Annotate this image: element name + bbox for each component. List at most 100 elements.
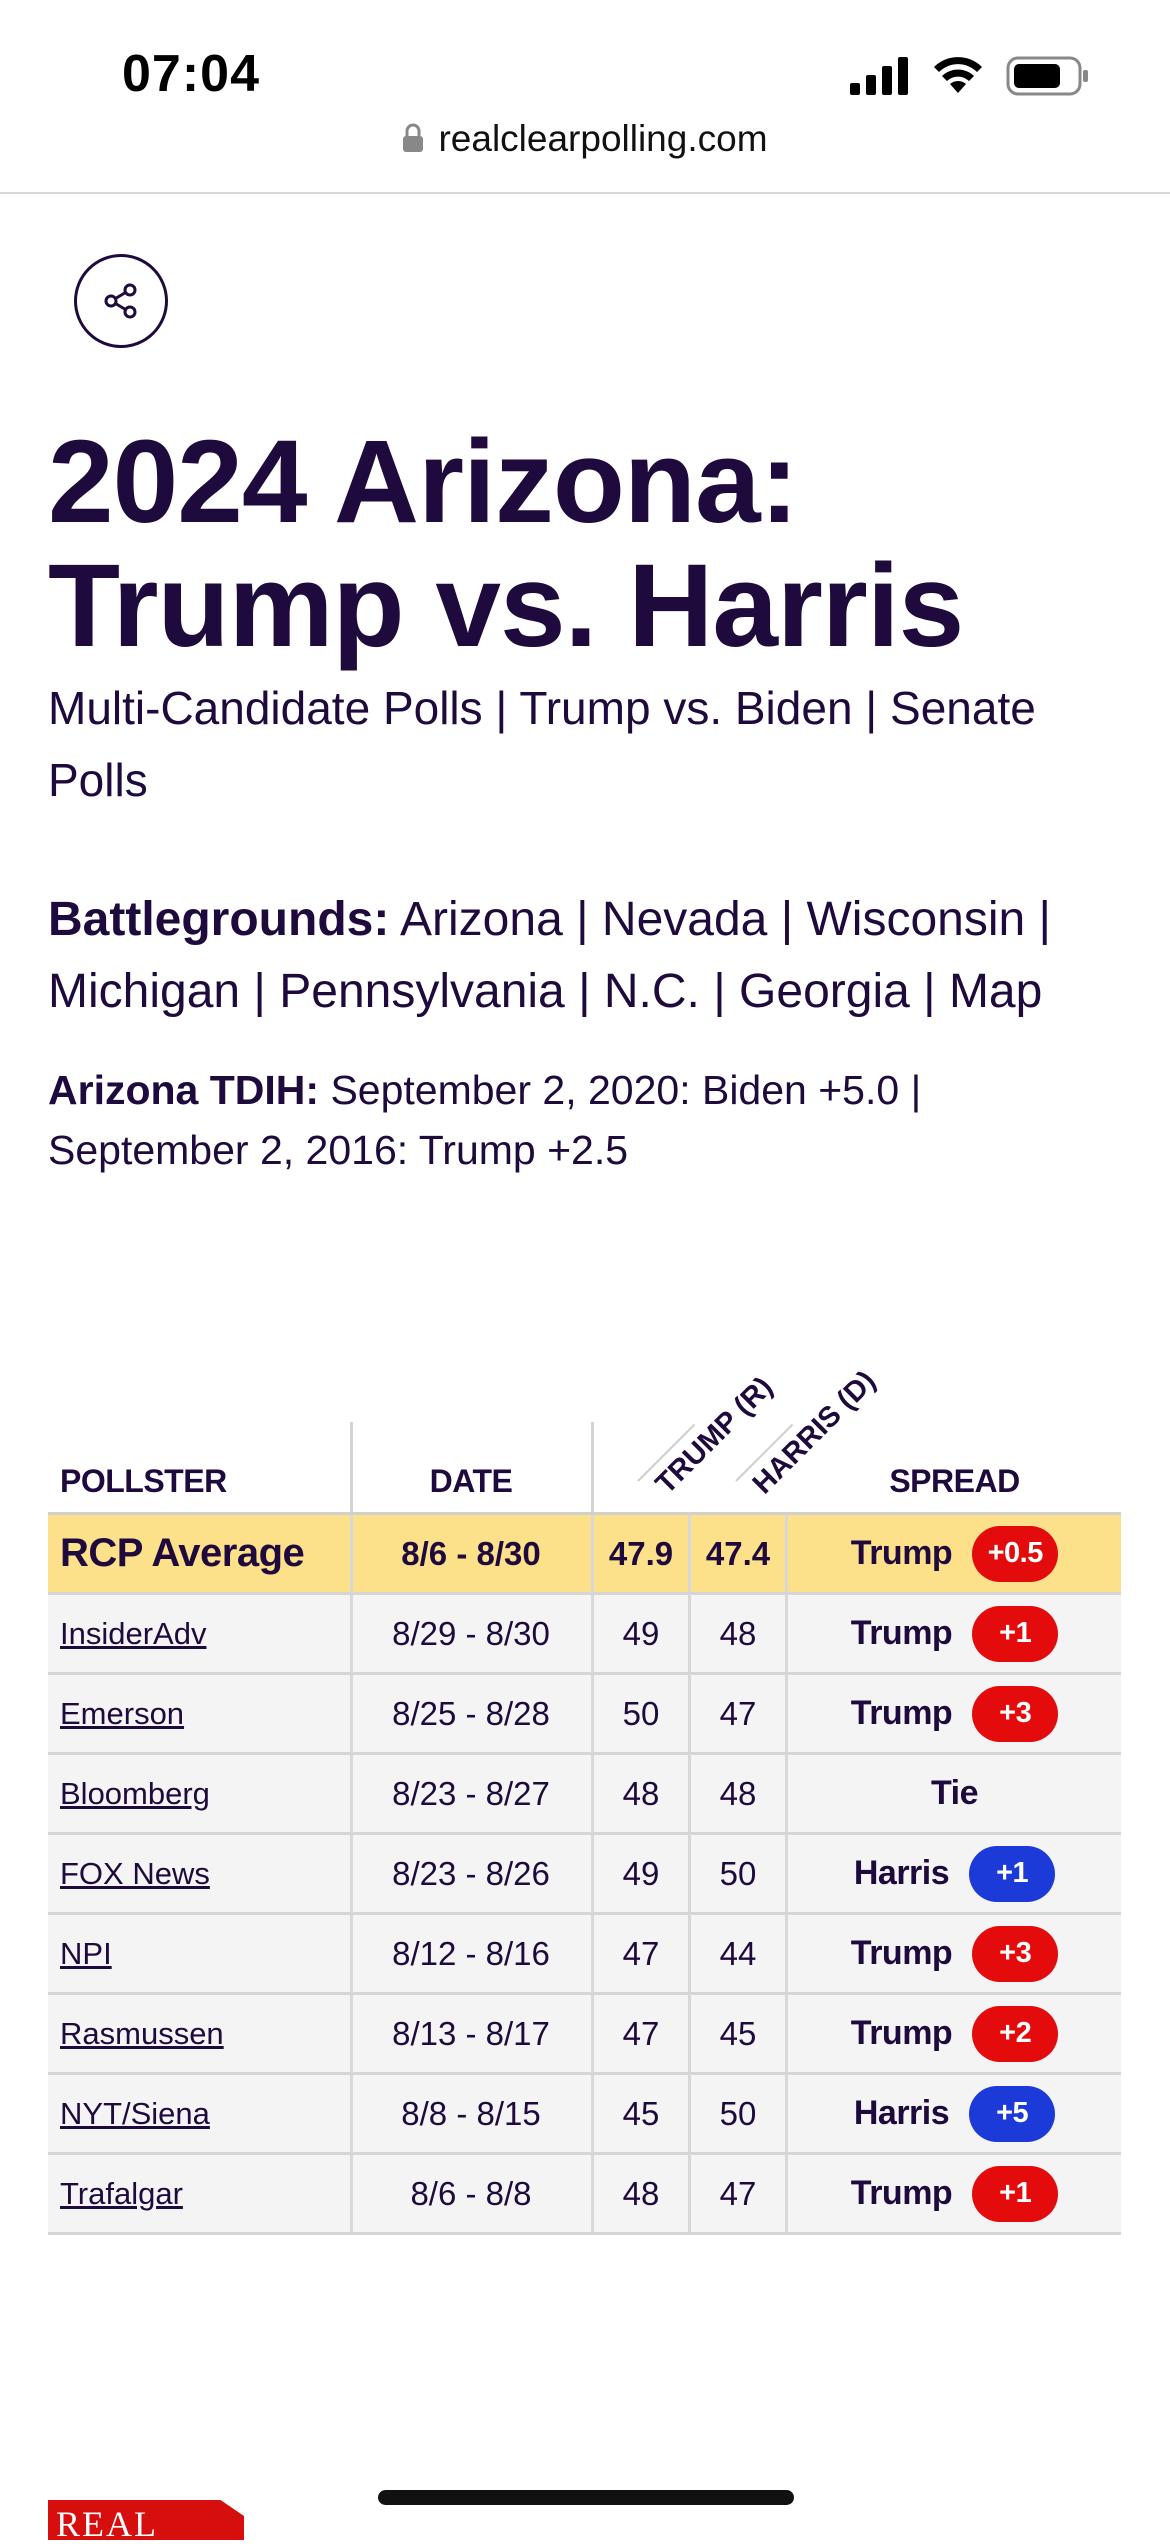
- spread-leader: Harris: [853, 1854, 950, 1892]
- spread-leader: Harris: [853, 2094, 950, 2132]
- table-row: NYT/Siena 8/8 - 8/15 45 50 Harris +5: [48, 2075, 1121, 2155]
- column-divider: [785, 2155, 788, 2232]
- column-divider: [591, 1675, 594, 1752]
- spread-leader: Trump: [850, 2174, 953, 2212]
- related-polls-links: Multi-Candidate Polls | Trump vs. Biden …: [48, 682, 1036, 806]
- date-cell: 8/8 - 8/15: [401, 2094, 541, 2132]
- link-michigan[interactable]: Michigan: [48, 965, 241, 1018]
- pollster-cell: Emerson: [60, 1675, 184, 1752]
- table-body: RCP Average 8/6 - 8/30 47.9 47.4 Trump +0.5 In…: [48, 1515, 1121, 2235]
- pollster-link[interactable]: Bloomberg: [60, 1775, 210, 1811]
- column-divider: [350, 1835, 353, 1912]
- column-divider: [785, 1995, 788, 2072]
- date-cell: 8/13 - 8/17: [392, 2014, 550, 2052]
- date-cell: 8/6 - 8/30: [401, 1534, 541, 1572]
- date-cell: 8/6 - 8/8: [410, 2174, 532, 2212]
- link-trump-vs-biden[interactable]: Trump vs. Biden: [519, 682, 853, 734]
- column-divider: [591, 1515, 594, 1592]
- spread-cell: Trump +2: [788, 1995, 1121, 2072]
- column-divider: [350, 1755, 353, 1832]
- link-arizona[interactable]: Arizona: [400, 893, 563, 946]
- column-divider: [785, 1515, 788, 1592]
- spread-cell: Harris +5: [788, 2075, 1121, 2152]
- share-button[interactable]: [74, 254, 168, 348]
- harris-value: 47: [719, 2174, 757, 2212]
- spread-badge: +5: [969, 2085, 1056, 2142]
- link-pennsylvania[interactable]: Pennsylvania: [279, 965, 565, 1018]
- link-georgia[interactable]: Georgia: [739, 965, 910, 1018]
- header-date[interactable]: DATE: [429, 1463, 513, 1499]
- spread-cell: Trump +3: [788, 1915, 1121, 1992]
- url-text: realclearpolling.com: [438, 118, 768, 159]
- rcp-logo[interactable]: REAL: [48, 2500, 244, 2540]
- column-divider: [688, 1755, 691, 1832]
- spread-badge: +1: [972, 1605, 1059, 1662]
- pollster-link[interactable]: Rasmussen: [60, 2015, 224, 2051]
- pollster-link[interactable]: Trafalgar: [60, 2175, 183, 2211]
- polls-table: POLLSTER DATE TRUMP (R) HARRIS (D) SPREA…: [48, 1365, 1121, 2235]
- column-divider: [688, 1595, 691, 1672]
- title-line-1: 2024 Arizona:: [48, 416, 799, 548]
- column-divider: [688, 1915, 691, 1992]
- pollster-link[interactable]: FOX News: [60, 1855, 210, 1891]
- battlegrounds-label: Battlegrounds:: [48, 893, 390, 946]
- rcp-average-row: RCP Average 8/6 - 8/30 47.9 47.4 Trump +0.5: [48, 1515, 1121, 1595]
- spread-leader: Tie: [930, 1774, 979, 1812]
- spread-badge: +2: [972, 2005, 1059, 2062]
- trump-value: 47.9: [608, 1534, 674, 1572]
- harris-value: 48: [719, 1614, 757, 1652]
- column-divider: [688, 1835, 691, 1912]
- column-divider: [350, 1915, 353, 1992]
- pollster-link[interactable]: NPI: [60, 1935, 112, 1971]
- trump-value: 50: [622, 1694, 660, 1732]
- header-divider: [350, 1422, 353, 1512]
- link-multi-candidate[interactable]: Multi-Candidate Polls: [48, 682, 483, 734]
- address-bar[interactable]: realclearpolling.com: [0, 118, 1170, 162]
- header-divider: [591, 1422, 594, 1512]
- trump-value: 48: [622, 1774, 660, 1812]
- spread-badge: +1: [972, 2165, 1059, 2222]
- trump-value: 48: [622, 2174, 660, 2212]
- pollster-cell: Bloomberg: [60, 1755, 210, 1832]
- pollster-name: RCP Average: [60, 1531, 305, 1575]
- column-divider: [350, 1675, 353, 1752]
- spread-cell: Trump +1: [788, 1595, 1121, 1672]
- table-row: FOX News 8/23 - 8/26 49 50 Harris +1: [48, 1835, 1121, 1915]
- column-divider: [591, 1595, 594, 1672]
- column-divider: [591, 1755, 594, 1832]
- link-nc[interactable]: N.C.: [603, 965, 700, 1018]
- pollster-link[interactable]: Emerson: [60, 1695, 185, 1731]
- link-wisconsin[interactable]: Wisconsin: [806, 893, 1026, 946]
- column-divider: [785, 1675, 788, 1752]
- spread-cell: Trump +0.5: [788, 1515, 1121, 1592]
- share-icon: [104, 283, 137, 319]
- table-row: NPI 8/12 - 8/16 47 44 Trump +3: [48, 1915, 1121, 1995]
- tdih-2020[interactable]: September 2, 2020: Biden +5.0: [330, 1067, 900, 1113]
- header-pollster[interactable]: POLLSTER: [60, 1463, 227, 1499]
- header-spread[interactable]: SPREAD: [889, 1463, 1020, 1499]
- tdih-2016[interactable]: September 2, 2016: Trump +2.5: [48, 1127, 629, 1173]
- column-divider: [688, 1995, 691, 2072]
- pollster-link[interactable]: NYT/Siena: [60, 2095, 210, 2131]
- spread-leader: Trump: [850, 1694, 953, 1732]
- spread-cell: Harris +1: [788, 1835, 1121, 1912]
- home-indicator: [378, 2490, 794, 2505]
- pollster-link[interactable]: InsiderAdv: [60, 1615, 207, 1651]
- spread-badge: +3: [972, 1925, 1059, 1982]
- pollster-cell: FOX News: [60, 1835, 210, 1912]
- harris-value: 44: [719, 1934, 757, 1972]
- link-senate-polls[interactable]: Senate Polls: [48, 682, 1036, 806]
- spread-badge: +1: [969, 1845, 1056, 1902]
- battery-icon: [1006, 56, 1088, 96]
- link-nevada[interactable]: Nevada: [601, 893, 768, 946]
- link-map[interactable]: Map: [948, 965, 1043, 1018]
- column-divider: [688, 1515, 691, 1592]
- trump-value: 47: [622, 1934, 660, 1972]
- trump-value: 45: [622, 2094, 660, 2132]
- harris-value: 50: [719, 1854, 757, 1892]
- harris-value: 50: [719, 2094, 757, 2132]
- lock-icon: [402, 120, 424, 162]
- column-divider: [591, 1915, 594, 1992]
- column-divider: [785, 1915, 788, 1992]
- spread-leader: Trump: [850, 1934, 953, 1972]
